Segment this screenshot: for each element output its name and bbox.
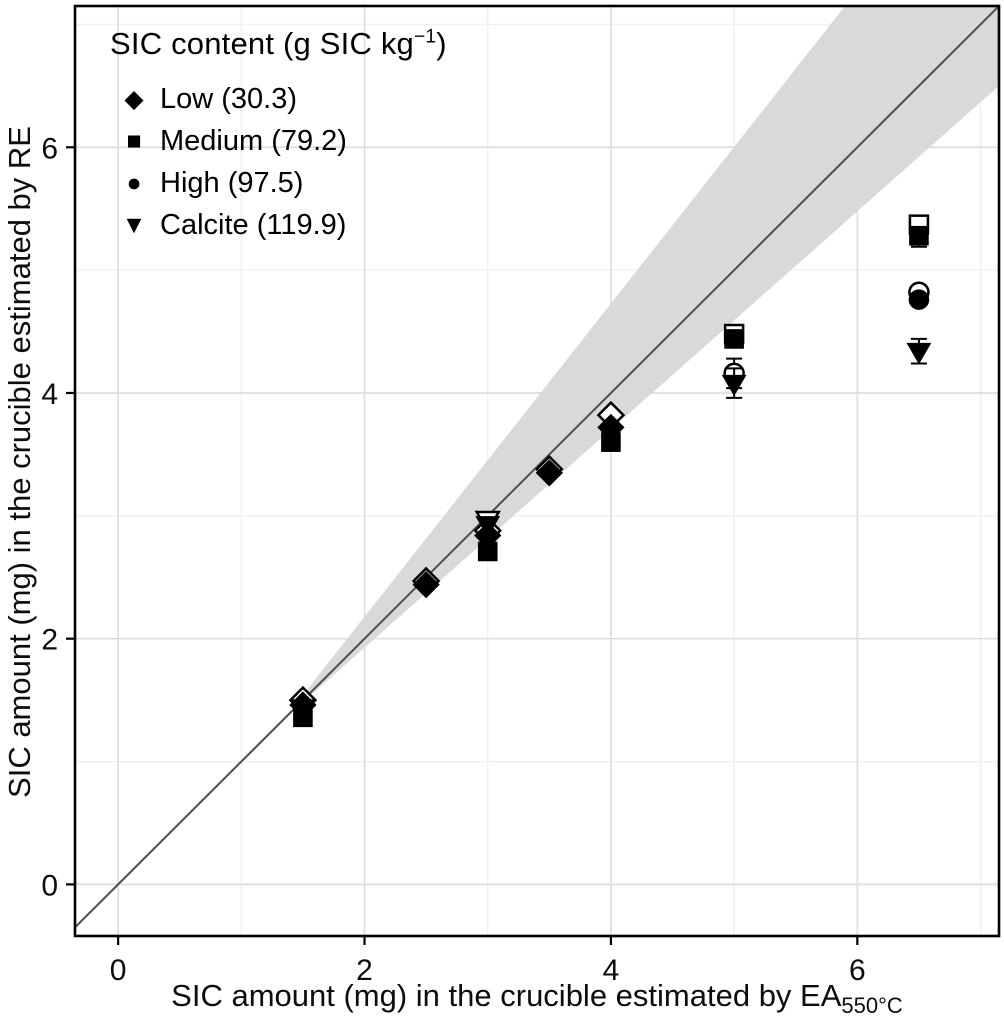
x-axis-title-subscript: 550°C	[841, 993, 903, 1017]
y-axis-title: SIC amount (mg) in the crucible estimate…	[2, 126, 37, 798]
legend-label-low: Low (30.3)	[160, 82, 298, 115]
legend-title-close: )	[436, 26, 447, 61]
data-points-layer	[288, 214, 932, 728]
x-tick-label: 0	[110, 954, 127, 987]
x-tick-label: 4	[603, 954, 620, 987]
legend-title-superscript: −1	[414, 26, 437, 48]
y-tick-label: 4	[41, 378, 58, 411]
data-point	[909, 225, 929, 246]
data-point	[290, 699, 316, 721]
identity-line	[75, 6, 999, 929]
legend-title-text: SIC content (g SIC kg	[110, 26, 414, 61]
x-tick-label: 6	[849, 954, 866, 987]
data-point	[477, 541, 498, 562]
legend: SIC content (g SIC kg−1) ◆ Low (30.3) ■ …	[110, 26, 447, 246]
axes-layer: 0 2 4 6 0 2 4 6	[41, 132, 865, 987]
data-point	[721, 374, 747, 397]
y-tick-label: 0	[41, 869, 58, 902]
x-tick-label: 2	[356, 954, 373, 987]
data-point	[535, 459, 563, 487]
legend-title: SIC content (g SIC kg−1)	[110, 26, 447, 62]
panel-border	[73, 4, 1001, 938]
legend-label-calcite: Calcite (119.9)	[160, 208, 347, 241]
y-tick-label: 6	[41, 132, 58, 165]
y-tick-label: 2	[41, 624, 58, 657]
data-point	[412, 571, 440, 599]
square-icon: ■	[126, 127, 142, 155]
triangle-down-icon: ▼	[121, 211, 147, 239]
x-axis-title: SIC amount (mg) in the crucible estimate…	[171, 978, 903, 1017]
legend-item-medium: ■ Medium (79.2)	[110, 120, 447, 162]
x-axis-title-main: SIC amount (mg) in the crucible estimate…	[171, 978, 842, 1013]
series-triangle-down	[290, 337, 932, 721]
legend-item-high: ● High (97.5)	[110, 162, 447, 204]
data-point	[906, 342, 932, 365]
data-point	[475, 516, 501, 538]
circle-icon: ●	[126, 169, 142, 197]
series-square	[293, 214, 930, 728]
legend-label-medium: Medium (79.2)	[160, 124, 347, 157]
legend-item-calcite: ▼ Calcite (119.9)	[110, 204, 447, 246]
legend-label-high: High (97.5)	[160, 166, 304, 199]
data-point	[598, 426, 624, 448]
legend-item-low: ◆ Low (30.3)	[110, 78, 447, 120]
data-point	[724, 329, 744, 349]
data-point	[908, 289, 930, 310]
diamond-icon: ◆	[124, 85, 144, 113]
